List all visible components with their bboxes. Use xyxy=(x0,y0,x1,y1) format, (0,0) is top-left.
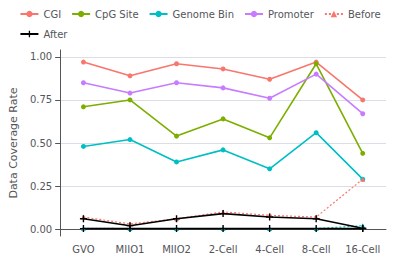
svg-text:GVO: GVO xyxy=(72,244,94,255)
svg-text:0.00: 0.00 xyxy=(30,224,52,235)
svg-text:0.75: 0.75 xyxy=(30,94,52,105)
svg-text:Genome Bin: Genome Bin xyxy=(173,9,234,20)
svg-text:0.50: 0.50 xyxy=(30,138,52,149)
svg-text:After: After xyxy=(43,29,68,40)
svg-text:Promoter: Promoter xyxy=(268,9,315,20)
svg-text:CpG Site: CpG Site xyxy=(95,9,138,20)
svg-text:0.25: 0.25 xyxy=(30,181,52,192)
svg-text:16-Cell: 16-Cell xyxy=(345,244,380,255)
svg-text:1.00: 1.00 xyxy=(30,51,52,62)
svg-text:CGI: CGI xyxy=(43,9,61,20)
svg-text:8-Cell: 8-Cell xyxy=(302,244,331,255)
svg-text:MIIO2: MIIO2 xyxy=(162,244,191,255)
svg-text:2-Cell: 2-Cell xyxy=(209,244,238,255)
svg-text:MIIO1: MIIO1 xyxy=(116,244,145,255)
svg-text:Before: Before xyxy=(348,9,381,20)
svg-text:4-Cell: 4-Cell xyxy=(255,244,284,255)
svg-text:Data Coverage Rate: Data Coverage Rate xyxy=(7,87,20,198)
